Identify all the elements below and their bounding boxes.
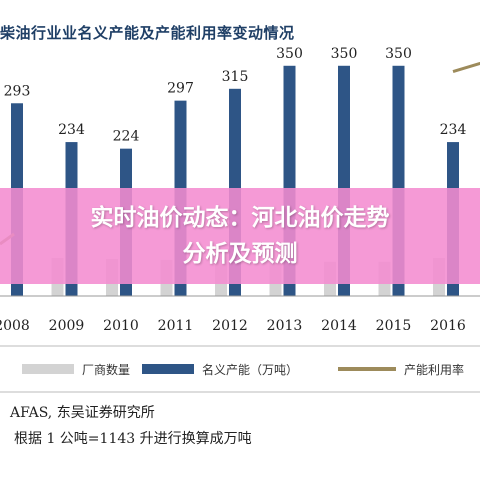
x-tick-2010: 2010 (103, 318, 139, 334)
legend: 厂商数量 名义产能（万吨） 产能利用率 (22, 362, 464, 377)
x-tick-2012: 2012 (212, 318, 248, 334)
legend-swatch-manufacturers (22, 364, 74, 374)
legend-swatch-capacity (142, 364, 194, 374)
x-tick-2015: 2015 (376, 318, 412, 334)
conversion-note: 根据 1 公吨=1143 升进行换算成万吨 (14, 431, 252, 447)
data-label-capacity-2015: 350 (385, 46, 412, 62)
legend-label-manufacturers: 厂商数量 (82, 362, 130, 377)
data-label-capacity-2012: 315 (222, 69, 249, 85)
data-labels-layer: 293234224297315350350350234234234234 (4, 46, 467, 145)
data-label-capacity-2008: 293 (4, 83, 31, 99)
legend-label-capacity: 名义产能（万吨） (202, 362, 298, 377)
x-tick-2008: 2008 (0, 318, 30, 334)
banner-line-2: 分析及预测 (182, 241, 298, 267)
data-label-capacity-2011: 297 (167, 81, 194, 97)
x-tick-2016: 2016 (430, 318, 466, 334)
overlay-banner: 实时油价动态：河北油价走势 分析及预测 (0, 188, 480, 284)
x-tick-labels-layer: 2008200920102011201220132014201520162017… (0, 318, 466, 334)
chart-title: 柴油行业业名义产能及产能利用率变动情况 (0, 24, 295, 42)
x-tick-2011: 2011 (158, 318, 194, 334)
data-label-capacity-2014: 350 (331, 46, 358, 62)
data-label-capacity-2010: 224 (113, 129, 140, 145)
x-tick-2013: 2013 (267, 318, 303, 334)
legend-label-utilization: 产能利用率 (404, 362, 464, 377)
data-label-capacity-2013: 350 (276, 46, 303, 62)
banner-line-1: 实时油价动态：河北油价走势 (90, 205, 390, 231)
source-note: AFAS, 东吴证券研究所 (10, 405, 155, 421)
data-label-capacity-2009: 234 (58, 122, 85, 138)
x-tick-2009: 2009 (49, 318, 85, 334)
line-utilization (452, 61, 480, 74)
data-label-capacity-2016: 234 (440, 122, 467, 138)
x-tick-2014: 2014 (321, 318, 357, 334)
